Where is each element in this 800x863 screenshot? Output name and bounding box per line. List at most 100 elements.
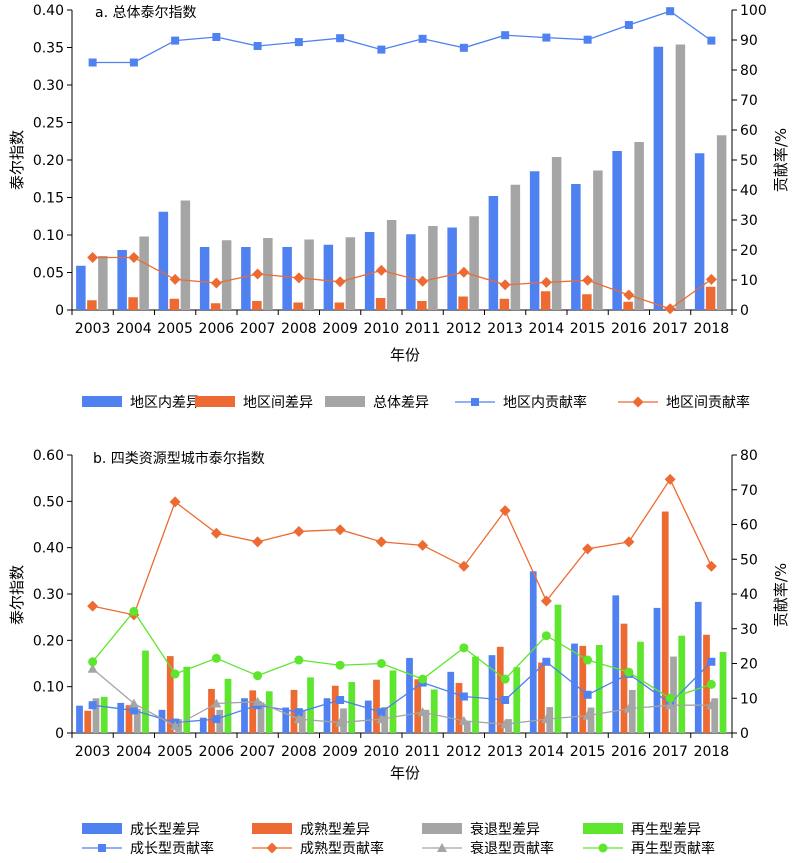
y2-tick-label: 50 (740, 153, 758, 169)
data-point (294, 655, 304, 665)
x-tick-label: 2009 (322, 321, 358, 337)
data-point (582, 274, 594, 286)
legend-marker (98, 844, 106, 852)
data-point (253, 42, 262, 50)
bar (293, 302, 303, 310)
x-tick-label: 2005 (157, 744, 193, 760)
bar (373, 679, 380, 733)
data-point (458, 266, 470, 278)
data-point (499, 505, 511, 517)
bar (98, 256, 108, 310)
legend-label: 成熟型差异 (300, 822, 370, 838)
data-point (582, 710, 593, 720)
bar (249, 690, 257, 733)
data-point (293, 525, 305, 537)
y-tick-label: 0.40 (33, 3, 64, 19)
data-point (542, 33, 551, 42)
y-tick-label: 0 (55, 726, 64, 742)
data-point (499, 279, 511, 291)
y2-tick-label: 30 (740, 622, 758, 638)
y2-tick-label: 70 (740, 483, 758, 499)
data-point (376, 714, 387, 724)
data-point (540, 595, 552, 607)
data-point (459, 43, 468, 52)
data-point (623, 289, 635, 301)
series-line (92, 10, 712, 64)
data-point (252, 696, 263, 706)
bar (546, 707, 554, 733)
x-tick-label: 2010 (364, 744, 400, 760)
legend-marker (266, 842, 278, 854)
x-tick-label: 2011 (405, 744, 441, 760)
data-point (334, 276, 346, 288)
bar (529, 171, 540, 310)
data-point (171, 36, 180, 45)
data-point (293, 272, 305, 284)
bar (634, 142, 644, 310)
data-point (375, 536, 387, 548)
y-tick-label: 0.50 (33, 494, 64, 510)
bar (612, 151, 622, 310)
x-tick-label: 2014 (529, 321, 565, 337)
bar (540, 291, 551, 310)
chart-a-lines (87, 7, 717, 315)
data-point (706, 679, 716, 689)
bar (334, 302, 345, 310)
bar (323, 244, 334, 310)
data-point (128, 698, 139, 708)
x-tick-label: 2006 (199, 744, 235, 760)
data-point (334, 524, 346, 536)
chart-b-tick-labels: 0 0.10 0.20 0.30 0.40 0.50 0.60 0 10 20 30 40 50 60 70… (33, 448, 758, 760)
bar (100, 696, 108, 733)
data-point (418, 674, 428, 684)
bar (499, 298, 510, 310)
chart-b-y-axis-label: 泰尔指数 (8, 565, 26, 625)
legend-swatch (195, 396, 235, 407)
data-point (583, 35, 592, 44)
series-line (92, 256, 712, 310)
bar (414, 679, 422, 733)
legend-label: 衰退型差异 (470, 821, 540, 838)
y-tick-label: 0.35 (33, 41, 64, 57)
series-line (92, 660, 712, 724)
data-point (665, 693, 675, 703)
data-point (666, 7, 675, 16)
x-tick-label: 2012 (446, 321, 482, 337)
y2-tick-label: 20 (740, 243, 758, 259)
bar (76, 265, 86, 310)
bar (653, 46, 664, 310)
data-point (294, 708, 303, 717)
data-point (582, 543, 594, 555)
bar (139, 236, 149, 310)
bar (76, 705, 83, 733)
legend-swatch (422, 823, 462, 834)
bar (406, 657, 413, 733)
y-tick-label: 0.10 (33, 680, 64, 696)
bar (221, 240, 232, 310)
bar (678, 635, 686, 733)
data-point (88, 58, 97, 67)
bar (84, 710, 92, 733)
data-point (583, 655, 593, 665)
y-tick-label: 0.30 (33, 78, 64, 94)
y2-tick-label: 50 (740, 552, 758, 568)
bar (364, 700, 372, 733)
legend-swatch (252, 823, 292, 834)
bar (208, 688, 215, 733)
x-tick-label: 2018 (694, 321, 730, 337)
legend-marker (437, 843, 447, 852)
y2-tick-label: 40 (740, 587, 758, 603)
chart-a-title: a. 总体泰尔指数 (95, 5, 196, 21)
bar (252, 301, 262, 310)
chart-b: 0 0.10 0.20 0.30 0.40 0.50 0.60 0 10 20 30 40 50 60 70… (8, 448, 790, 857)
x-tick-label: 2008 (281, 321, 317, 337)
y-tick-label: 0.30 (33, 587, 64, 603)
y2-tick-label: 80 (740, 448, 758, 464)
y-tick-label: 0.05 (33, 266, 64, 282)
bar (87, 300, 97, 310)
bar (128, 297, 138, 310)
bar (571, 184, 581, 310)
legend-marker (471, 398, 479, 406)
y2-tick-label: 0 (740, 726, 749, 742)
